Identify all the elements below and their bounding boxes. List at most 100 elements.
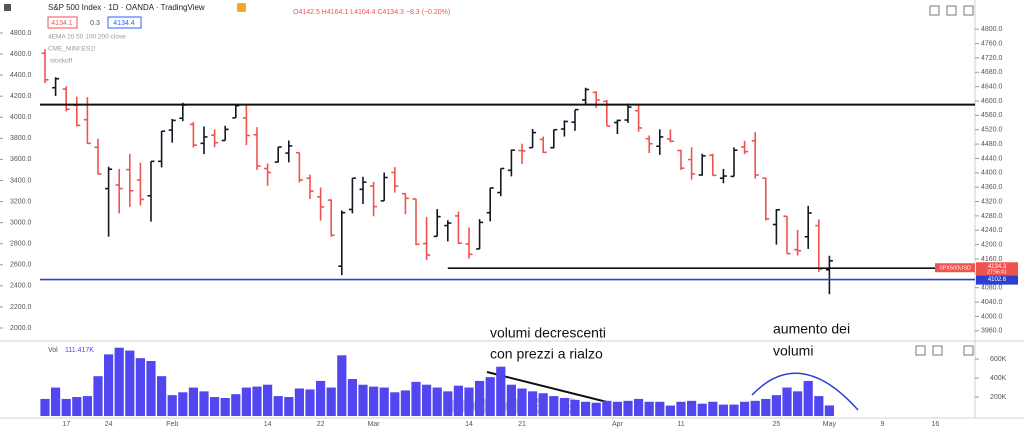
volume-bar [422,384,432,416]
volume-bar [485,377,495,416]
y2-tick-label: 2200.0 [10,304,32,311]
symbol-tag: SPX500USD [939,266,971,272]
button[interactable] [929,5,940,16]
volume-bar [475,380,485,416]
volume-bar [294,388,304,416]
y-tick-label: 4560.0 [981,112,1003,119]
annotation: volumi decrescenti [490,325,606,341]
bid-box[interactable] [47,16,78,29]
pane-buttons [915,5,974,356]
y-tick-label: 4760.0 [981,40,1003,47]
volume-bar [157,376,167,416]
button[interactable] [932,345,943,356]
volume-bar [665,405,675,416]
volume-bar [252,386,262,416]
x-tick-label: Mar [368,421,381,428]
volume-bar [570,399,580,416]
annotation: con prezzi a rialzo [490,346,603,362]
volume-bar [729,404,739,416]
volume-title: Vol [48,347,58,354]
countdown: 27:56:41 [987,270,1007,276]
volume-bar [199,391,209,416]
chart-title: S&P 500 Index · 1D · OANDA · TradingView [48,3,205,12]
x-tick-label: 21 [518,421,526,428]
volume-bar [72,397,82,416]
annotation-arc [751,372,859,411]
button[interactable] [946,5,957,16]
volume-bar [51,387,61,416]
y2-tick-label: 2600.0 [10,262,32,269]
volume-tick-label: 400K [990,375,1007,382]
button[interactable] [963,5,974,16]
flag [237,3,246,12]
volume-bar [390,392,400,416]
volume-bar [453,385,463,416]
volume-bar [771,395,781,416]
volume-bar [602,400,612,416]
y-tick-label: 4680.0 [981,69,1003,76]
volume-bar [411,381,421,416]
volume-bar [793,391,803,416]
volume-bar [273,396,283,416]
x-tick-label: Apr [612,421,624,428]
x-tick-label: 25 [773,421,781,428]
y2-tick-label: 4400.0 [10,72,32,79]
volume-bar [93,376,103,416]
volume-bar [464,387,474,416]
volume-bar [347,379,357,416]
volume-tick-label: 200K [990,394,1007,401]
y2-tick-label: 3800.0 [10,135,32,142]
indicator: stockoff [50,58,72,65]
volume-bar [824,405,834,416]
y-tick-label: 4800.0 [981,26,1003,33]
volume-bar [581,401,591,416]
y-tick-label: 4280.0 [981,213,1003,220]
volume-bar [517,388,527,416]
volume-bar [740,401,750,416]
symbol-tag-bg [935,263,975,273]
volume-value: 111.417K [65,347,94,354]
volume-bar [623,400,633,416]
y2-tick-label: 3200.0 [10,198,32,205]
y2-tick-label: 2000.0 [10,325,32,332]
spread: 0.3 [90,20,100,27]
volume-bar [400,390,410,416]
volume-bar [634,398,644,416]
volume-bar [326,387,336,416]
volume-bar [316,380,326,416]
y-tick-label: 4520.0 [981,127,1003,134]
button[interactable] [963,345,974,356]
x-tick-label: 16 [932,421,940,428]
y2-tick-label: 2800.0 [10,241,32,248]
y2-tick-label: 3400.0 [10,177,32,184]
volume-bar [676,401,686,416]
volume-bar [655,401,665,416]
volume-bar [612,401,622,416]
volume-bar [241,387,251,416]
volume-bar [761,398,771,416]
button[interactable] [915,345,926,356]
volume-bar [284,397,294,416]
ask: 4134.4 [113,20,135,27]
y-tick-label: 4600.0 [981,98,1003,105]
volume-bar [40,398,50,416]
y-tick-label: 4320.0 [981,198,1003,205]
volume-tick-label: 600K [990,356,1007,363]
volume-bar [708,401,718,416]
x-tick-label: May [823,421,837,428]
volume-bar [125,350,135,416]
volume-bar [369,386,379,416]
volume-bar [549,396,559,416]
symbol-icon [4,4,11,11]
y-tick-label: 4400.0 [981,170,1003,177]
ask-box[interactable] [107,16,142,29]
indicator: 4EMA 20 50 100 200 close [48,34,126,41]
volume-bar [496,366,506,416]
x-tick-label: 14 [264,421,272,428]
volume-bar [803,380,813,416]
y-tick-label: 4040.0 [981,299,1003,306]
price-tag: 4134.3 [988,264,1007,270]
